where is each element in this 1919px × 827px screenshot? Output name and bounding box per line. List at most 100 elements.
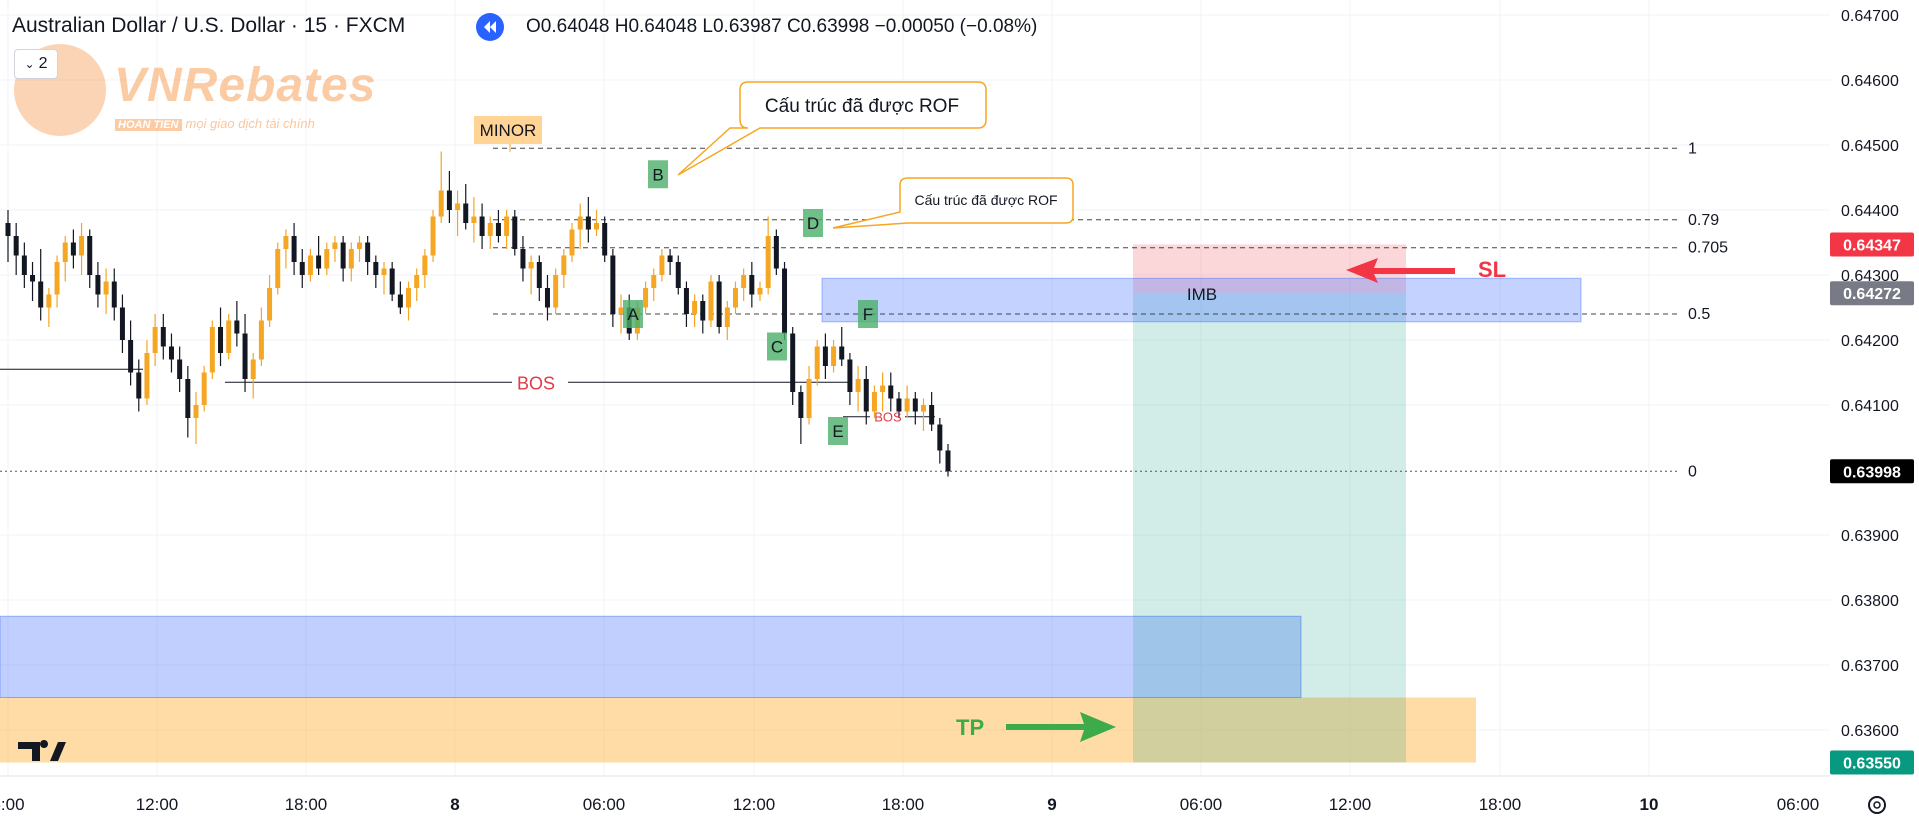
- candle-body: [569, 229, 575, 256]
- candle-body: [397, 294, 403, 308]
- callout-small-text: Cấu trúc đã được ROF: [914, 192, 1057, 208]
- sl-arrow-icon: [1346, 258, 1455, 283]
- candle-body: [798, 392, 804, 418]
- minor-label: MINOR: [480, 121, 537, 140]
- candle-body: [307, 255, 313, 275]
- candle-body: [896, 398, 902, 412]
- brand-logo: VNRebates HOAN TIEN mọi giao dịch tài chí…: [14, 44, 394, 144]
- candle-body: [340, 242, 346, 269]
- candle-body: [283, 236, 289, 249]
- candle-body: [700, 301, 706, 321]
- axes: 0.647000.646000.645000.644000.643000.642…: [0, 8, 1914, 814]
- candle-body: [30, 275, 36, 282]
- level-lines: 1 0.79 0.705 0.5 0: [0, 140, 1728, 480]
- candle-body: [831, 346, 837, 366]
- candle-body: [749, 275, 755, 295]
- candle-body: [226, 320, 232, 353]
- point-label: C: [771, 338, 783, 357]
- candle-body: [692, 301, 698, 314]
- candle-body: [79, 236, 85, 256]
- price-tick-label: 0.63800: [1841, 593, 1899, 610]
- candle-body: [87, 236, 93, 275]
- candle-body: [103, 281, 109, 295]
- candle-body: [479, 216, 485, 236]
- sl-label: SL: [1478, 257, 1506, 282]
- callout-small: [832, 177, 1074, 229]
- candle-body: [594, 223, 600, 230]
- indicators-count: 2: [38, 55, 48, 72]
- candle-body: [38, 281, 44, 308]
- price-badge-label: 0.64347: [1843, 237, 1901, 254]
- candle-body: [5, 223, 11, 236]
- candle-body: [651, 275, 657, 288]
- candle-body: [847, 359, 853, 392]
- fib-label: 0.5: [1688, 306, 1710, 323]
- candle-body: [119, 307, 125, 340]
- candle-body: [446, 190, 452, 210]
- candle-body: [152, 327, 158, 353]
- time-tick-label: 18:00: [882, 795, 925, 814]
- annotation-marks: A B C D E F MINOR BOS BOS IMB Cấu trúc đã được ROF…: [18, 81, 1506, 761]
- replay-button[interactable]: [476, 13, 504, 41]
- candle-body: [62, 242, 68, 262]
- logo-word: VNRebates: [114, 59, 377, 112]
- price-tick-label: 0.63700: [1841, 658, 1899, 675]
- candle-body: [471, 216, 477, 223]
- candle-body: [683, 288, 689, 314]
- price-badge-label: 0.64272: [1843, 286, 1901, 303]
- tradingview-logo-icon: [18, 739, 66, 761]
- candle-body: [128, 340, 134, 373]
- candle-body: [855, 379, 861, 392]
- symbol-title[interactable]: Australian Dollar / U.S. Dollar · 15 · F…: [12, 14, 406, 37]
- candle-body: [438, 190, 444, 217]
- candle-body: [242, 333, 248, 379]
- tp-zone: [1133, 293, 1406, 763]
- candle-body: [463, 203, 469, 223]
- tp-label: TP: [956, 715, 984, 740]
- time-tick-label: 9: [1047, 795, 1056, 814]
- candle-body: [201, 372, 207, 405]
- candle-body: [504, 216, 510, 236]
- candle-body: [528, 262, 534, 269]
- candles: [5, 151, 951, 477]
- candle-body: [422, 255, 428, 275]
- point-marker: [623, 300, 643, 328]
- candle-body: [111, 281, 117, 308]
- callout-large: [677, 81, 987, 176]
- candle-body: [806, 379, 812, 418]
- fib-label: 0.79: [1688, 212, 1719, 229]
- candle-body: [487, 223, 493, 236]
- candle-body: [937, 424, 943, 451]
- candle-body: [888, 385, 894, 399]
- chevron-down-icon: ⌄: [24, 57, 35, 71]
- candle-body: [822, 346, 828, 366]
- logo-tag-highlight: HOAN TIEN: [115, 119, 182, 131]
- candle-body: [871, 392, 877, 412]
- indicators-toggle[interactable]: ⌄ 2: [14, 49, 58, 79]
- rewind-icon: [484, 21, 496, 33]
- candle-body: [168, 346, 174, 360]
- candle-body: [185, 379, 191, 418]
- point-label: E: [832, 422, 843, 441]
- candle-body: [536, 262, 542, 288]
- candle-body: [258, 320, 264, 360]
- candle-body: [839, 346, 845, 360]
- candle-body: [741, 275, 747, 288]
- candle-body: [945, 450, 951, 472]
- candle-body: [716, 281, 722, 327]
- candle-body: [544, 288, 550, 308]
- candle-body: [267, 288, 273, 321]
- time-tick-label: 06:00: [583, 795, 626, 814]
- candle-body: [610, 255, 616, 314]
- candle-body: [904, 398, 910, 412]
- price-tick-label: 0.64600: [1841, 73, 1899, 90]
- logo-tagline-text: mọi giao dịch tài chính: [185, 116, 315, 131]
- point-marker: [648, 160, 668, 189]
- demand-blue-zone: [0, 615, 1302, 698]
- candle-body: [455, 203, 461, 210]
- time-tick-label: 6:00: [0, 795, 25, 814]
- time-tick-label: 18:00: [285, 795, 328, 814]
- candle-body: [160, 327, 166, 347]
- candle-body: [234, 320, 240, 334]
